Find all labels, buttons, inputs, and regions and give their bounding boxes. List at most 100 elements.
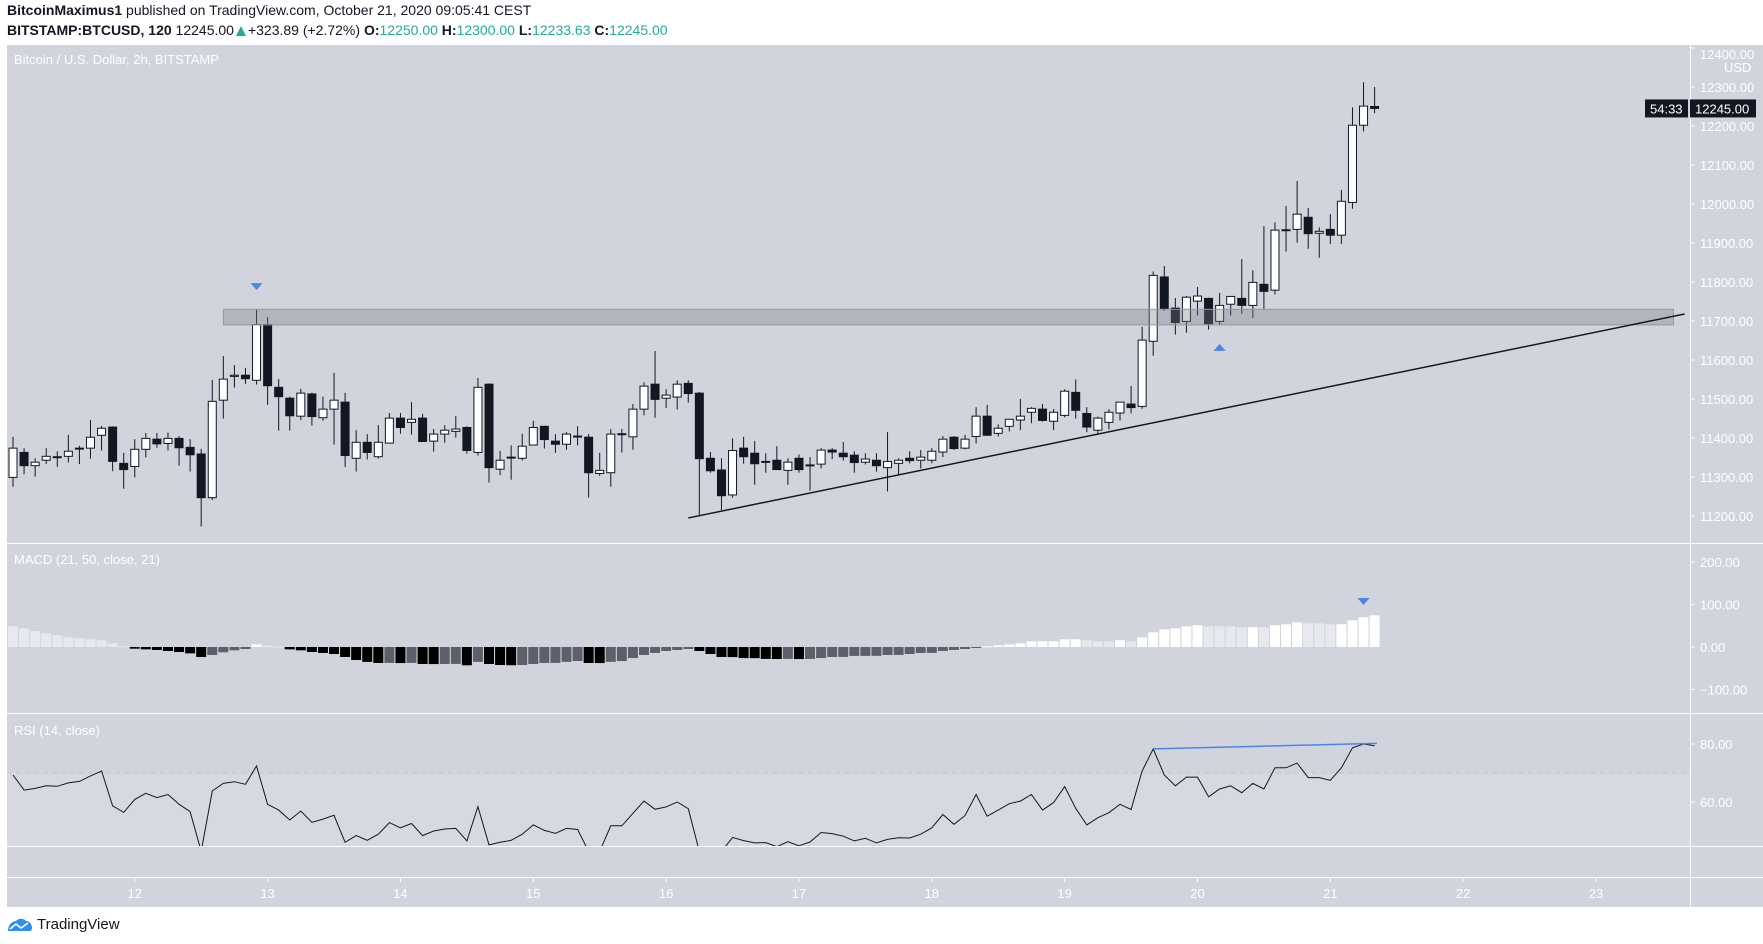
candle [716, 458, 726, 511]
candle [196, 448, 206, 527]
candle [728, 438, 738, 498]
time-tick-label: 14 [393, 886, 407, 901]
candle [296, 388, 306, 421]
candle [285, 396, 295, 431]
candle-body-up [894, 459, 904, 464]
candle [705, 452, 715, 473]
candle [584, 434, 594, 498]
time-tick-label: 13 [260, 886, 274, 901]
macd-bar [118, 646, 129, 648]
candle-body-up [1292, 213, 1302, 230]
candle [639, 382, 649, 416]
candle-body-down [827, 449, 837, 453]
candle [74, 445, 84, 465]
candle [63, 434, 73, 463]
candle [1137, 326, 1147, 409]
candle [894, 458, 904, 475]
macd-bar [295, 647, 306, 651]
macd-bar [782, 647, 793, 659]
candle-body-down [340, 401, 350, 457]
candle-body-down [185, 446, 195, 456]
macd-bar [638, 647, 649, 655]
macd-bar [683, 647, 694, 649]
price-tick-label: 12300.00 [1700, 80, 1754, 95]
macd-bar [1004, 644, 1015, 647]
candle-body-up [1359, 105, 1369, 126]
candle [1270, 222, 1280, 295]
candle-body-up [8, 447, 18, 478]
macd-bar [550, 647, 561, 663]
candle [1292, 180, 1302, 243]
time-tick-label: 15 [526, 886, 540, 901]
price-tick-label: 11600.00 [1700, 353, 1753, 368]
macd-bar [362, 647, 373, 662]
candle [274, 379, 284, 431]
low-label: L: [518, 22, 533, 38]
macd-bar [74, 638, 85, 647]
candle-body-down [1071, 391, 1081, 411]
macd-bar [1181, 626, 1192, 647]
candle [1303, 207, 1313, 249]
macd-histogram [8, 597, 1380, 666]
triangle-down-icon [250, 283, 263, 291]
candle [606, 429, 616, 487]
ascending-trendline[interactable] [688, 313, 1685, 519]
candle [838, 441, 848, 461]
candle [750, 441, 760, 485]
macd-bar [1347, 620, 1358, 647]
last-price-label: 12245.00 [1695, 101, 1749, 116]
candle [1281, 205, 1291, 252]
candle-body-down [395, 417, 405, 428]
candle [395, 413, 405, 434]
candle-body-up [1314, 230, 1324, 234]
candle-body-up [218, 378, 228, 401]
low-value: 12233.63 [532, 22, 591, 38]
resistance-zone[interactable] [222, 308, 1675, 326]
candle-body-up [1060, 390, 1070, 416]
macd-bar [19, 628, 30, 647]
candle-body-up [85, 436, 95, 449]
countdown-label: 54:33 [1650, 101, 1683, 116]
price-tick-label: 11300.00 [1700, 470, 1753, 485]
candle [1170, 297, 1180, 335]
candle-body-down [838, 452, 848, 458]
candle [19, 448, 29, 475]
candle [1082, 407, 1092, 433]
candle-body-up [816, 449, 826, 465]
candle-body-up [938, 438, 948, 453]
macd-bar [1081, 640, 1092, 647]
candle-body-down [152, 438, 162, 445]
macd-bar [572, 647, 583, 662]
macd-bar [1059, 639, 1070, 647]
macd-bar [461, 647, 472, 666]
candle [108, 426, 118, 472]
author-name[interactable]: BitcoinMaximus1 [7, 2, 123, 18]
candle [418, 413, 428, 443]
candle-body-up [74, 447, 84, 450]
candle-body-down [794, 457, 804, 471]
candle [1071, 379, 1081, 419]
candle-body-down [462, 426, 472, 451]
macd-bar [1192, 625, 1203, 647]
candle [119, 452, 129, 489]
macd-bar [760, 647, 771, 659]
candle [484, 383, 494, 483]
candle-body-down [274, 386, 284, 398]
rsi-divergence-line[interactable] [1153, 742, 1377, 750]
macd-bar [162, 647, 173, 651]
candle [85, 420, 95, 459]
candle [661, 389, 671, 408]
axes[interactable]: 12400.0012300.0012200.0012100.0012000.00… [128, 47, 1756, 901]
macd-bar [406, 647, 417, 663]
candle-body-down [1259, 283, 1269, 292]
candle-body-up [1192, 295, 1202, 302]
candle [1314, 227, 1324, 258]
macd-bar [1015, 643, 1026, 647]
candle-body-up [661, 394, 671, 399]
candle-body-up [97, 427, 107, 436]
candle-body-up [473, 386, 483, 453]
candle-body-down [285, 397, 295, 417]
macd-bar [273, 646, 284, 648]
candle-body-up [1115, 401, 1125, 414]
